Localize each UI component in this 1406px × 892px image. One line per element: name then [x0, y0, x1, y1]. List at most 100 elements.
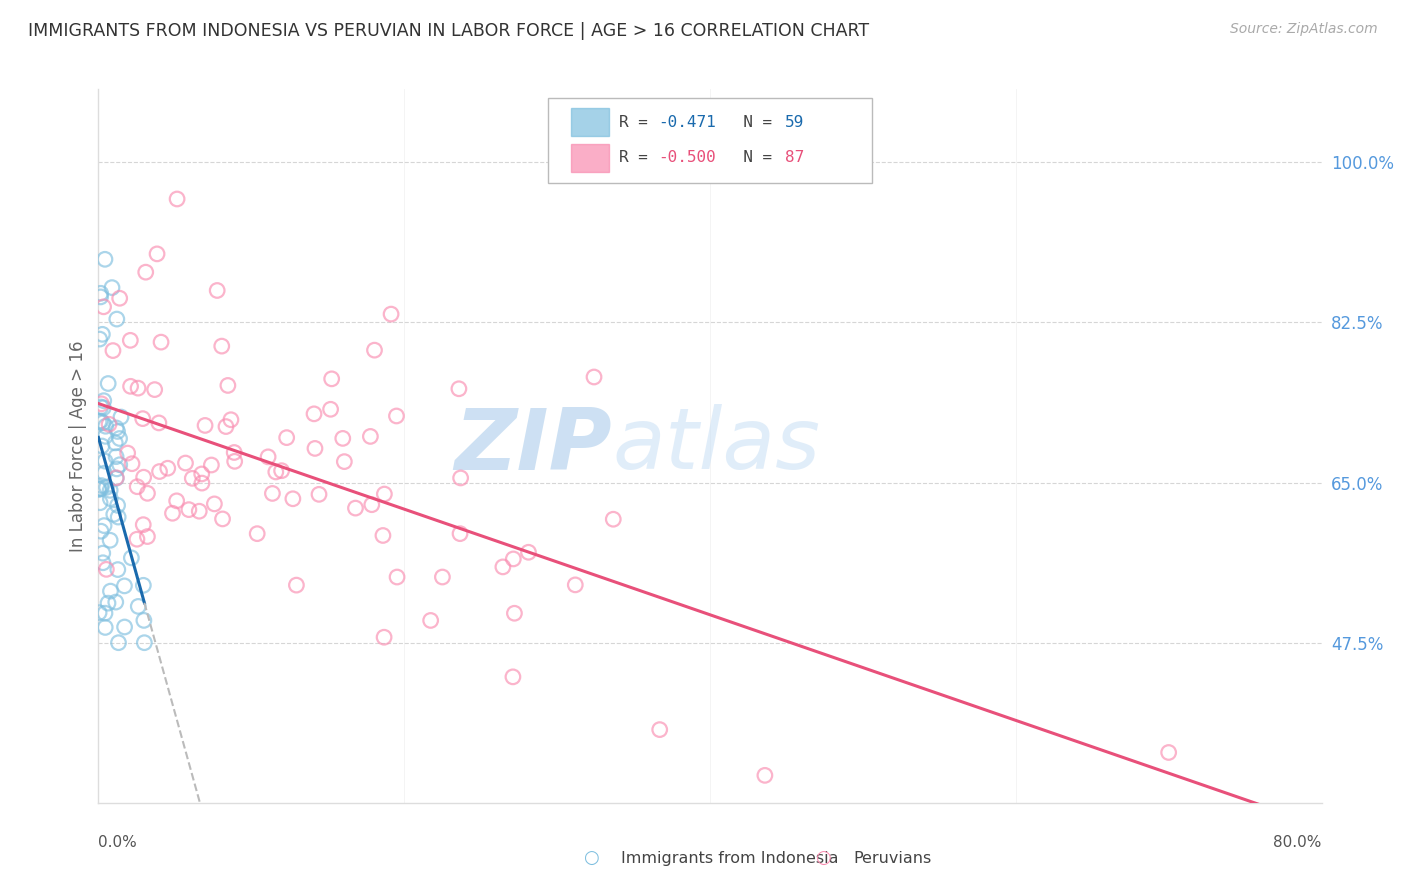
Text: R =: R =	[619, 115, 657, 129]
Point	[174, 456, 197, 470]
Point	[281, 491, 304, 506]
Point	[127, 599, 149, 614]
Point	[108, 458, 131, 472]
Point	[90, 482, 112, 496]
Point	[93, 518, 115, 533]
Point	[90, 400, 112, 414]
Point	[105, 421, 128, 435]
Point	[517, 545, 540, 559]
Point	[90, 286, 112, 301]
Point	[107, 563, 129, 577]
Point	[276, 431, 298, 445]
Point	[105, 450, 128, 464]
Point	[94, 419, 117, 434]
Point	[502, 670, 524, 684]
Point	[363, 343, 385, 358]
Point	[503, 607, 526, 621]
Point	[449, 526, 471, 541]
Y-axis label: In Labor Force | Age > 16: In Labor Force | Age > 16	[69, 340, 87, 552]
Point	[385, 570, 408, 584]
Text: ○: ○	[582, 849, 599, 867]
Point	[90, 478, 112, 492]
Text: 87: 87	[785, 151, 804, 165]
Point	[564, 578, 586, 592]
Point	[114, 620, 136, 634]
Point	[108, 432, 131, 446]
Text: -0.500: -0.500	[658, 151, 716, 165]
Point	[105, 462, 128, 476]
Point	[202, 497, 225, 511]
Point	[90, 524, 112, 539]
Point	[333, 455, 356, 469]
Point	[89, 332, 111, 346]
Point	[94, 620, 117, 634]
Point	[120, 379, 142, 393]
Text: Immigrants from Indonesia: Immigrants from Indonesia	[621, 851, 839, 865]
Point	[98, 491, 121, 506]
Text: N =: N =	[724, 115, 782, 129]
Point	[132, 411, 155, 425]
Point	[143, 383, 166, 397]
Point	[215, 419, 238, 434]
Point	[96, 562, 118, 576]
Point	[97, 596, 120, 610]
Point	[132, 517, 155, 532]
Point	[97, 376, 120, 391]
Point	[90, 397, 112, 411]
Point	[1157, 746, 1180, 760]
Point	[108, 291, 131, 305]
Point	[191, 476, 214, 491]
Point	[211, 339, 233, 353]
Point	[385, 409, 408, 423]
Text: ZIP: ZIP	[454, 404, 612, 488]
Text: R =: R =	[619, 151, 657, 165]
Point	[132, 470, 155, 484]
Point	[148, 416, 170, 430]
Point	[93, 401, 115, 415]
Point	[105, 312, 128, 326]
Point	[103, 508, 125, 522]
Point	[190, 467, 212, 481]
Text: -0.471: -0.471	[658, 115, 716, 129]
Point	[194, 418, 217, 433]
Point	[432, 570, 454, 584]
Point	[359, 429, 381, 443]
Point	[224, 454, 246, 468]
Point	[371, 528, 394, 542]
Point	[91, 416, 114, 430]
Point	[146, 247, 169, 261]
Point	[98, 417, 121, 432]
Point	[94, 606, 117, 620]
Point	[104, 436, 127, 450]
Point	[98, 483, 121, 498]
Point	[125, 533, 148, 547]
Text: N =: N =	[724, 151, 782, 165]
Point	[104, 595, 127, 609]
Text: 80.0%: 80.0%	[1274, 835, 1322, 850]
Point	[270, 464, 292, 478]
Point	[132, 614, 155, 628]
Point	[360, 498, 382, 512]
Point	[285, 578, 308, 592]
Point	[150, 335, 173, 350]
Text: atlas: atlas	[612, 404, 820, 488]
Point	[217, 378, 239, 392]
Point	[380, 307, 402, 321]
Point	[100, 584, 122, 599]
Point	[91, 546, 114, 560]
Point	[648, 723, 671, 737]
Point	[177, 502, 200, 516]
Point	[110, 410, 132, 425]
Point	[89, 496, 111, 510]
Point	[93, 300, 115, 314]
Text: 59: 59	[785, 115, 804, 129]
Point	[114, 579, 136, 593]
Point	[107, 636, 129, 650]
Point	[90, 290, 112, 304]
Point	[224, 445, 246, 459]
Point	[93, 466, 115, 480]
Point	[136, 530, 159, 544]
Point	[219, 413, 242, 427]
Point	[304, 442, 326, 456]
Point	[257, 450, 280, 464]
